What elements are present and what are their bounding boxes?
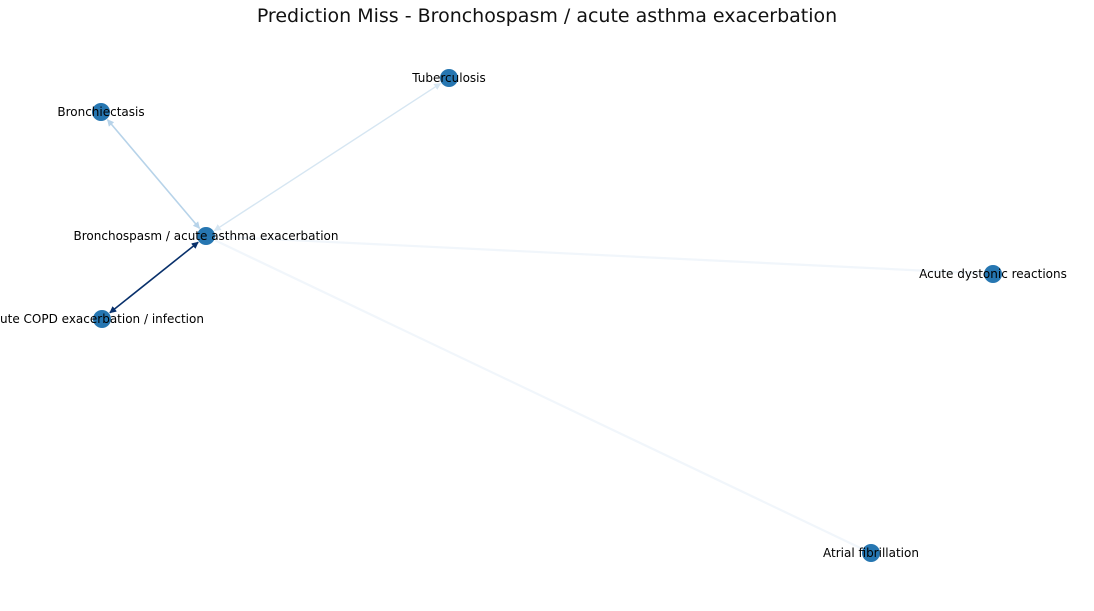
edge-bronchospasm-copd [109,241,199,314]
node-label-bronchiectasis: Bronchiectasis [57,105,144,119]
node-dystonic: Acute dystonic reactions [919,265,1067,283]
node-circle-dystonic [984,265,1002,283]
node-copd: ute COPD exacerbation / infection [0,310,204,328]
node-circle-bronchospasm [197,227,215,245]
edge-bronchospasm-tuberculosis [213,82,442,232]
edge-bronchospasm-afib [214,239,863,550]
node-afib: Atrial fibrillation [823,544,919,562]
node-label-dystonic: Acute dystonic reactions [919,267,1067,281]
node-circle-copd [93,310,111,328]
node-label-afib: Atrial fibrillation [823,546,919,560]
node-label-tuberculosis: Tuberculosis [411,71,486,85]
edges-layer [106,82,984,550]
chart-title: Prediction Miss - Bronchospasm / acute a… [257,5,837,27]
node-bronchiectasis: Bronchiectasis [57,103,145,121]
edge-bronchospasm-dystonic [215,235,984,275]
node-circle-afib [862,544,880,562]
edge-bronchospasm-bronchiectasis [106,119,201,229]
node-label-copd: ute COPD exacerbation / infection [0,312,204,326]
nodes-layer: Bronchiectasis Tuberculosis Bronchospasm /… [0,69,1067,562]
node-circle-bronchiectasis [92,103,110,121]
node-tuberculosis: Tuberculosis [411,69,486,87]
node-bronchospasm: Bronchospasm / acute asthma exacerbation [74,227,339,245]
node-label-bronchospasm: Bronchospasm / acute asthma exacerbation [74,229,339,243]
node-circle-tuberculosis [440,69,458,87]
